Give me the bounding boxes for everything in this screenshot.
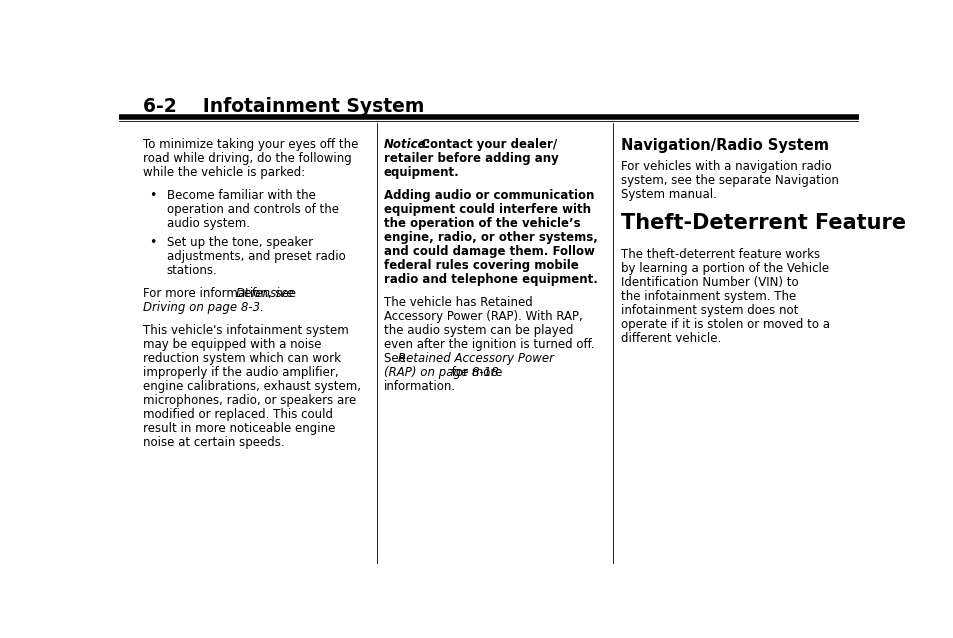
Text: (RAP) on page 8-18: (RAP) on page 8-18: [383, 366, 498, 379]
Text: different vehicle.: different vehicle.: [619, 332, 720, 345]
Text: 6-2    Infotainment System: 6-2 Infotainment System: [143, 97, 424, 116]
Text: modified or replaced. This could: modified or replaced. This could: [143, 408, 333, 421]
Text: The vehicle has Retained: The vehicle has Retained: [383, 295, 532, 309]
Text: improperly if the audio amplifier,: improperly if the audio amplifier,: [143, 366, 338, 379]
Text: Set up the tone, speaker: Set up the tone, speaker: [167, 236, 313, 249]
Text: microphones, radio, or speakers are: microphones, radio, or speakers are: [143, 394, 355, 407]
Text: engine calibrations, exhaust system,: engine calibrations, exhaust system,: [143, 380, 360, 393]
Text: To minimize taking your eyes off the: To minimize taking your eyes off the: [143, 138, 358, 151]
Text: Become familiar with the: Become familiar with the: [167, 189, 315, 202]
Text: System manual.: System manual.: [619, 188, 716, 202]
Text: noise at certain speeds.: noise at certain speeds.: [143, 436, 284, 449]
Text: equipment could interfere with: equipment could interfere with: [383, 203, 590, 216]
Text: even after the ignition is turned off.: even after the ignition is turned off.: [383, 338, 594, 351]
Text: For more information, see: For more information, see: [143, 287, 299, 300]
Text: •: •: [149, 236, 156, 249]
Text: See: See: [383, 352, 409, 365]
Text: reduction system which can work: reduction system which can work: [143, 352, 340, 365]
Text: while the vehicle is parked:: while the vehicle is parked:: [143, 166, 305, 179]
Text: may be equipped with a noise: may be equipped with a noise: [143, 338, 321, 351]
Text: and could damage them. Follow: and could damage them. Follow: [383, 245, 594, 258]
Text: adjustments, and preset radio: adjustments, and preset radio: [167, 250, 345, 263]
Text: Notice:: Notice:: [383, 138, 431, 151]
Text: stations.: stations.: [167, 264, 217, 277]
Text: federal rules covering mobile: federal rules covering mobile: [383, 259, 578, 272]
Text: radio and telephone equipment.: radio and telephone equipment.: [383, 273, 598, 286]
Text: for more: for more: [448, 366, 502, 379]
Text: by learning a portion of the Vehicle: by learning a portion of the Vehicle: [619, 262, 828, 275]
Text: infotainment system does not: infotainment system does not: [619, 304, 797, 317]
Text: Driving on page 8-3.: Driving on page 8-3.: [143, 301, 264, 314]
Text: Adding audio or communication: Adding audio or communication: [383, 189, 594, 202]
Text: Defensive: Defensive: [236, 287, 294, 300]
Text: engine, radio, or other systems,: engine, radio, or other systems,: [383, 231, 598, 244]
Text: result in more noticeable engine: result in more noticeable engine: [143, 422, 335, 435]
Text: system, see the separate Navigation: system, see the separate Navigation: [619, 174, 838, 188]
Text: information.: information.: [383, 380, 456, 392]
Text: Retained Accessory Power: Retained Accessory Power: [397, 352, 554, 365]
Text: This vehicle's infotainment system: This vehicle's infotainment system: [143, 324, 348, 337]
Text: Theft-Deterrent Feature: Theft-Deterrent Feature: [619, 213, 904, 233]
Text: the infotainment system. The: the infotainment system. The: [619, 290, 795, 303]
Text: Navigation/Radio System: Navigation/Radio System: [619, 138, 827, 153]
Text: equipment.: equipment.: [383, 166, 459, 179]
Text: Contact your dealer/: Contact your dealer/: [413, 138, 557, 151]
Text: Accessory Power (RAP). With RAP,: Accessory Power (RAP). With RAP,: [383, 309, 582, 323]
Text: operate if it is stolen or moved to a: operate if it is stolen or moved to a: [619, 318, 829, 331]
Text: audio system.: audio system.: [167, 217, 250, 230]
Text: the operation of the vehicle’s: the operation of the vehicle’s: [383, 217, 580, 230]
Text: retailer before adding any: retailer before adding any: [383, 152, 558, 165]
Text: The theft-deterrent feature works: The theft-deterrent feature works: [619, 248, 819, 261]
Text: Identification Number (VIN) to: Identification Number (VIN) to: [619, 276, 798, 289]
Text: the audio system can be played: the audio system can be played: [383, 323, 573, 337]
Text: •: •: [149, 189, 156, 202]
Text: For vehicles with a navigation radio: For vehicles with a navigation radio: [619, 160, 830, 174]
Text: road while driving, do the following: road while driving, do the following: [143, 152, 352, 165]
Text: operation and controls of the: operation and controls of the: [167, 203, 338, 216]
